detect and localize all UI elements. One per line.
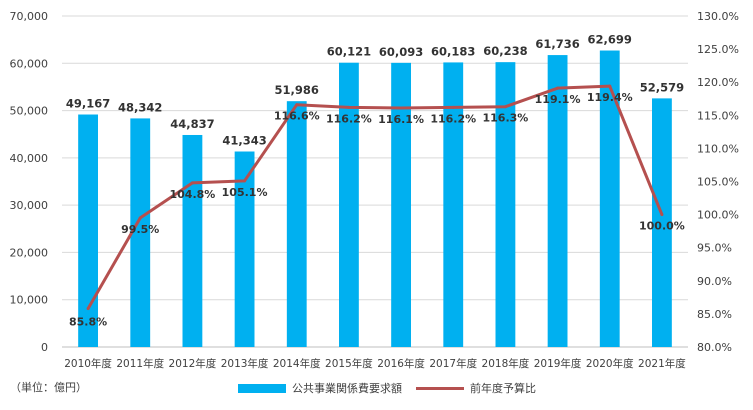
line-value-label: 104.8% bbox=[170, 188, 216, 201]
right-tick-label: 100.0% bbox=[697, 209, 739, 222]
right-tick-label: 105.0% bbox=[697, 176, 739, 189]
legend-bar-swatch bbox=[238, 383, 286, 393]
line-value-label: 116.6% bbox=[274, 110, 320, 123]
category-label: 2017年度 bbox=[429, 357, 477, 370]
bar-value-label: 62,699 bbox=[588, 33, 632, 47]
category-label: 2011年度 bbox=[116, 357, 164, 370]
line-point bbox=[190, 181, 194, 185]
data-labels: 49,167 48,342 44,837 41,343 51,986 60,121 60,0… bbox=[66, 33, 685, 329]
right-tick-label: 85.0% bbox=[697, 308, 732, 321]
line-value-label: 116.3% bbox=[483, 112, 529, 125]
bar-value-label: 51,986 bbox=[275, 83, 319, 97]
bar bbox=[182, 134, 203, 347]
category-label: 2013年度 bbox=[221, 357, 269, 370]
category-label: 2019年度 bbox=[534, 357, 582, 370]
left-tick-label: 10,000 bbox=[10, 294, 49, 307]
right-axis-ticks: 80.0% 85.0% 90.0% 95.0% 100.0% 105.0% 110.0% 11… bbox=[697, 10, 739, 354]
legend-item-bar: 公共事業関係費要求額 bbox=[238, 380, 402, 396]
category-label: 2010年度 bbox=[64, 357, 112, 370]
bar bbox=[391, 62, 411, 348]
category-label: 2020年度 bbox=[586, 357, 634, 370]
bar-value-label: 48,342 bbox=[118, 100, 162, 114]
bar-value-label: 49,167 bbox=[66, 97, 110, 111]
bar-value-label: 41,343 bbox=[222, 134, 266, 148]
right-tick-label: 95.0% bbox=[697, 242, 732, 255]
left-axis-ticks: 0 10,000 20,000 30,000 40,000 50,000 60,000 70,… bbox=[10, 10, 49, 354]
bar-series bbox=[78, 50, 672, 348]
right-tick-label: 125.0% bbox=[697, 43, 739, 56]
bar bbox=[599, 50, 620, 347]
bar bbox=[130, 118, 151, 347]
legend: 公共事業関係費要求額 前年度予算比 bbox=[0, 380, 753, 400]
right-tick-label: 115.0% bbox=[697, 109, 739, 122]
line-point bbox=[399, 106, 403, 110]
line-value-label: 105.1% bbox=[222, 186, 268, 199]
bar-value-label: 61,736 bbox=[535, 37, 579, 51]
line-point bbox=[86, 307, 90, 311]
line-value-label: 116.2% bbox=[326, 112, 372, 125]
left-tick-label: 60,000 bbox=[10, 57, 49, 70]
bar bbox=[652, 98, 672, 348]
bar-value-label: 60,238 bbox=[483, 44, 527, 58]
category-label: 2012年度 bbox=[169, 357, 217, 370]
bar bbox=[286, 101, 307, 348]
category-label: 2016年度 bbox=[377, 357, 425, 370]
line-point bbox=[608, 84, 612, 88]
bar-value-label: 60,183 bbox=[431, 44, 475, 58]
right-tick-label: 90.0% bbox=[697, 275, 732, 288]
bar bbox=[443, 62, 464, 348]
line-point bbox=[347, 105, 351, 109]
right-tick-label: 130.0% bbox=[697, 10, 739, 23]
bar-value-label: 60,121 bbox=[327, 45, 371, 59]
bar-value-label: 44,837 bbox=[170, 117, 214, 131]
right-tick-label: 80.0% bbox=[697, 341, 732, 354]
left-tick-label: 0 bbox=[41, 341, 48, 354]
category-label: 2014年度 bbox=[273, 357, 321, 370]
line-point bbox=[295, 103, 299, 107]
unit-note: （単位：億円） bbox=[10, 381, 87, 394]
left-tick-label: 20,000 bbox=[10, 246, 49, 259]
category-label: 2015年度 bbox=[325, 357, 373, 370]
line-point bbox=[451, 105, 455, 109]
bar-value-label: 52,579 bbox=[640, 80, 684, 94]
line-value-label: 116.1% bbox=[378, 113, 424, 126]
ratio-line bbox=[86, 84, 664, 310]
right-tick-label: 120.0% bbox=[697, 76, 739, 89]
category-axis: 2010年度 2011年度 2012年度 2013年度 2014年度 2015年度 2016… bbox=[64, 357, 686, 370]
line-point bbox=[503, 105, 507, 109]
right-tick-label: 110.0% bbox=[697, 142, 739, 155]
category-label: 2021年度 bbox=[638, 357, 686, 370]
line-series bbox=[86, 84, 664, 311]
line-value-label: 119.1% bbox=[535, 93, 581, 106]
bar bbox=[547, 55, 568, 348]
bar bbox=[78, 114, 98, 347]
legend-line-label: 前年度予算比 bbox=[470, 382, 536, 395]
left-tick-label: 30,000 bbox=[10, 199, 49, 212]
line-point bbox=[243, 179, 247, 183]
bar bbox=[234, 151, 255, 347]
line-value-label: 85.8% bbox=[69, 316, 107, 329]
bar bbox=[495, 62, 516, 348]
line-point bbox=[660, 213, 664, 217]
legend-item-line: 前年度予算比 bbox=[416, 380, 536, 396]
left-tick-label: 40,000 bbox=[10, 152, 49, 165]
legend-bar-label: 公共事業関係費要求額 bbox=[292, 382, 402, 395]
line-value-label: 116.2% bbox=[430, 112, 476, 125]
left-tick-label: 50,000 bbox=[10, 105, 49, 118]
line-value-label: 119.4% bbox=[587, 91, 633, 104]
bar-value-label: 60,093 bbox=[379, 45, 423, 59]
line-point bbox=[556, 86, 560, 90]
bar bbox=[339, 62, 359, 347]
gridlines bbox=[62, 15, 688, 348]
line-value-label: 100.0% bbox=[639, 220, 685, 233]
line-point bbox=[138, 216, 142, 220]
legend-line-swatch bbox=[416, 386, 464, 390]
line-value-label: 99.5% bbox=[121, 223, 159, 236]
left-tick-label: 70,000 bbox=[10, 10, 49, 23]
category-label: 2018年度 bbox=[482, 357, 530, 370]
